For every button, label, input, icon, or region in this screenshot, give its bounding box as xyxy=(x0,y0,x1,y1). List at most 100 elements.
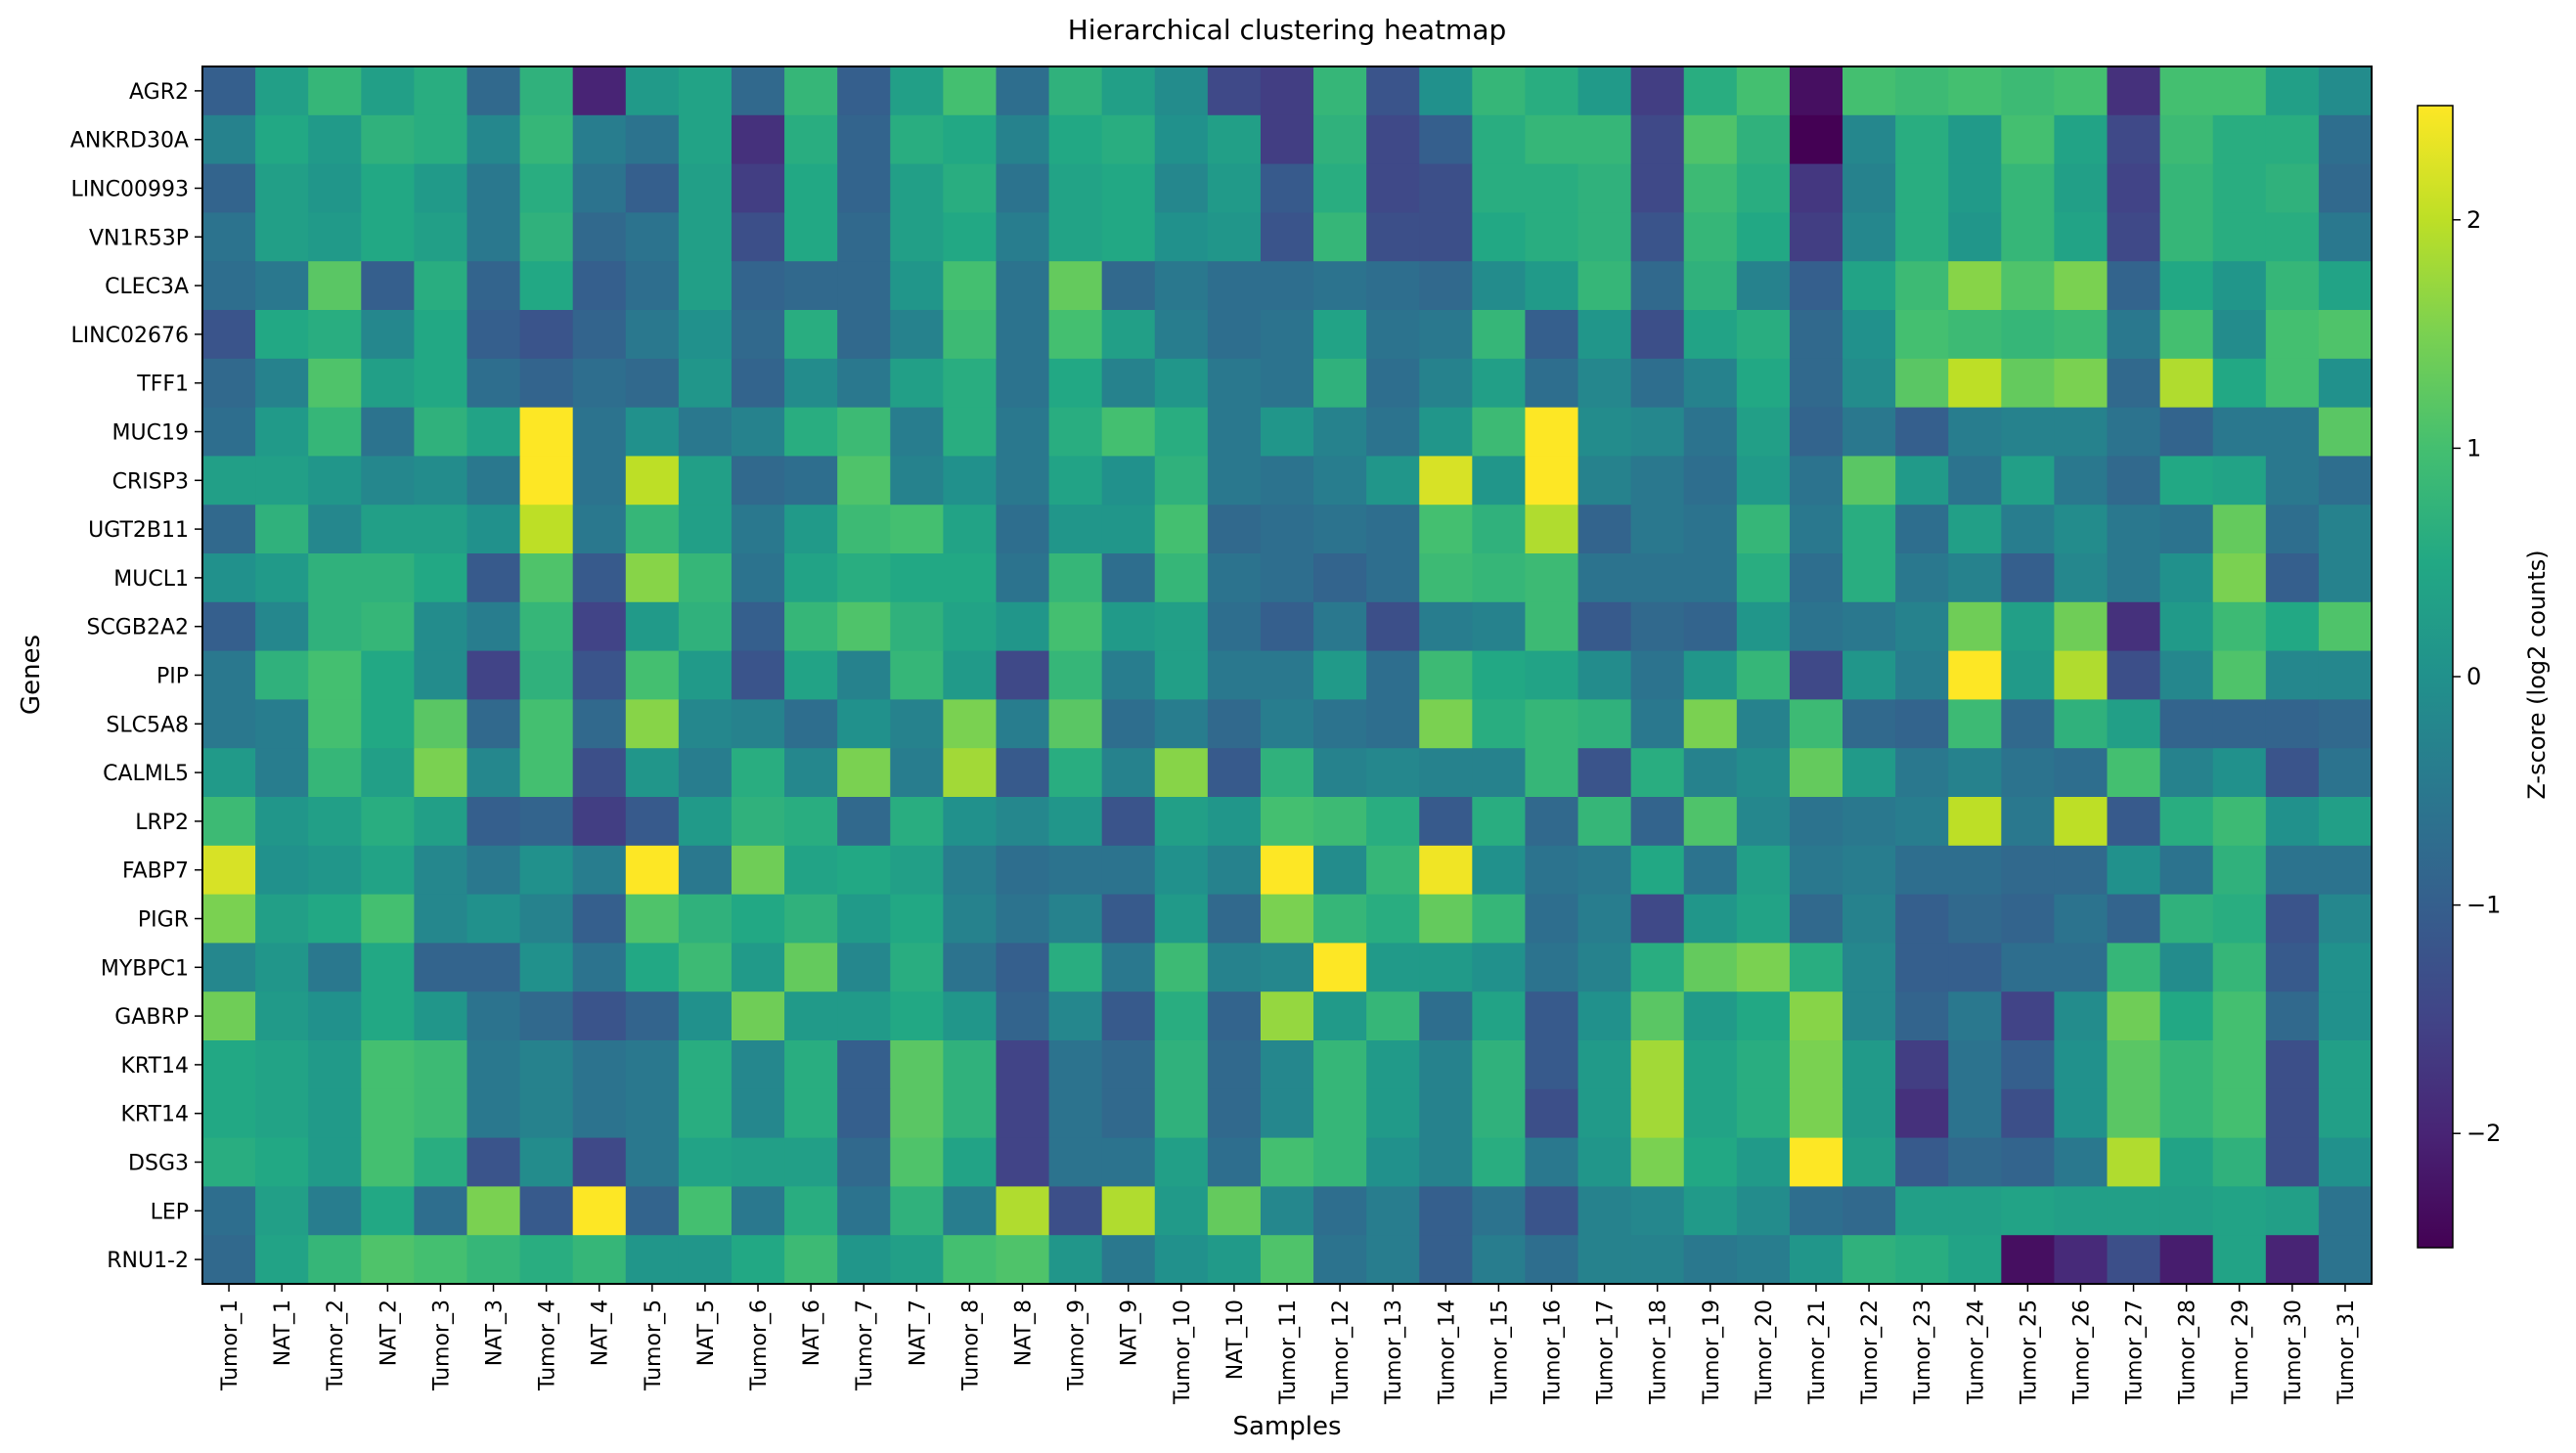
heatmap-cell xyxy=(255,748,309,798)
heatmap-cell xyxy=(2107,358,2161,409)
heatmap-cell xyxy=(1736,1186,1791,1236)
heatmap-cell xyxy=(1577,1235,1632,1285)
heatmap-cell xyxy=(2265,212,2320,262)
heatmap-cell xyxy=(2107,601,2161,652)
heatmap-cell xyxy=(1101,358,1156,409)
heatmap-cell xyxy=(1789,699,1843,749)
heatmap-cell xyxy=(1207,66,1262,116)
heatmap-cell xyxy=(1683,991,1738,1041)
heatmap-cell xyxy=(731,748,785,798)
heatmap-cell xyxy=(1525,358,1579,409)
heatmap-cell xyxy=(2001,1137,2056,1187)
heatmap-cell xyxy=(308,505,362,554)
heatmap-cell xyxy=(1048,163,1103,213)
heatmap-cell xyxy=(308,66,362,116)
heatmap-cell xyxy=(255,212,309,262)
heatmap-cell xyxy=(466,797,521,847)
y-tick-label: KRT14 xyxy=(120,1054,189,1079)
heatmap-cell xyxy=(1577,114,1632,165)
heatmap-cell xyxy=(1207,1040,1262,1090)
heatmap-cell xyxy=(943,212,998,262)
heatmap-cell xyxy=(943,1186,998,1236)
heatmap-cell xyxy=(1525,261,1579,311)
heatmap-cell xyxy=(731,407,785,457)
heatmap-cell xyxy=(466,748,521,798)
heatmap-cell xyxy=(572,407,627,457)
heatmap-cell xyxy=(1472,261,1527,311)
heatmap-cell xyxy=(1789,845,1843,896)
heatmap-cell xyxy=(1260,163,1314,213)
heatmap-cell xyxy=(1895,1137,1949,1187)
heatmap-cell xyxy=(2212,991,2267,1041)
heatmap-cell xyxy=(890,310,944,360)
heatmap-cell xyxy=(1366,310,1420,360)
heatmap-cell xyxy=(466,1040,521,1090)
heatmap-cell xyxy=(678,601,733,652)
heatmap-cell xyxy=(2318,358,2373,409)
heatmap-cell xyxy=(1630,114,1685,165)
heatmap-cell xyxy=(1207,845,1262,896)
heatmap-cell xyxy=(678,845,733,896)
heatmap-cell xyxy=(943,358,998,409)
heatmap-cell xyxy=(1577,553,1632,603)
heatmap-cell xyxy=(1207,797,1262,847)
heatmap-cell xyxy=(2107,650,2161,700)
heatmap-cell xyxy=(837,407,891,457)
heatmap-cell xyxy=(1843,1137,1896,1187)
heatmap-cell xyxy=(1843,699,1896,749)
heatmap-cell xyxy=(996,114,1050,165)
heatmap-cell xyxy=(625,894,680,944)
heatmap-cell xyxy=(784,845,838,896)
heatmap-cell xyxy=(1630,601,1685,652)
heatmap-cell xyxy=(2001,66,2056,116)
heatmap-cell xyxy=(2159,456,2214,506)
heatmap-cell xyxy=(1843,797,1896,847)
heatmap-cell xyxy=(2054,1040,2109,1090)
heatmap-cell xyxy=(1630,553,1685,603)
heatmap-cell xyxy=(2001,1235,2056,1285)
heatmap-cell xyxy=(731,797,785,847)
heatmap-cell xyxy=(678,943,733,992)
heatmap-cell xyxy=(2318,797,2373,847)
heatmap-cell xyxy=(1948,212,2002,262)
heatmap-cell xyxy=(1472,650,1527,700)
heatmap-cell xyxy=(1472,114,1527,165)
heatmap-cell xyxy=(1048,601,1103,652)
y-tick-label: CRISP3 xyxy=(112,469,189,494)
heatmap-cell xyxy=(519,1088,574,1139)
x-tick-label: NAT_8 xyxy=(1012,1299,1037,1366)
heatmap-cell xyxy=(1048,748,1103,798)
heatmap-cell xyxy=(1895,163,1949,213)
heatmap-cell xyxy=(784,991,838,1041)
heatmap-cell xyxy=(1789,797,1843,847)
heatmap-cell xyxy=(837,894,891,944)
heatmap-cell xyxy=(1366,1137,1420,1187)
heatmap-cell xyxy=(519,1137,574,1187)
heatmap-cell xyxy=(1207,310,1262,360)
heatmap-cell xyxy=(1948,894,2002,944)
heatmap-cell xyxy=(1419,358,1473,409)
x-axis-label: Samples xyxy=(1232,1412,1341,1441)
heatmap-cell xyxy=(2265,1088,2320,1139)
colorbar-label: Z-score (log2 counts) xyxy=(2523,550,2551,799)
heatmap-cell xyxy=(202,1088,256,1139)
heatmap-cell xyxy=(1154,991,1209,1041)
heatmap-cell xyxy=(308,358,362,409)
heatmap-cell xyxy=(996,553,1050,603)
heatmap-cell xyxy=(572,845,627,896)
heatmap-cell xyxy=(2265,358,2320,409)
heatmap-cell xyxy=(1419,1235,1473,1285)
heatmap-cell xyxy=(255,310,309,360)
heatmap-cell xyxy=(1683,601,1738,652)
heatmap-cell xyxy=(1419,943,1473,992)
heatmap-cell xyxy=(1154,1235,1209,1285)
heatmap-cell xyxy=(1419,456,1473,506)
y-tick-label: SLC5A8 xyxy=(106,713,189,737)
heatmap-cell xyxy=(2212,601,2267,652)
heatmap-cell xyxy=(1154,358,1209,409)
heatmap-cell xyxy=(2054,163,2109,213)
heatmap-cell xyxy=(1789,1186,1843,1236)
heatmap-cell xyxy=(1895,1186,1949,1236)
heatmap-cell xyxy=(1472,845,1527,896)
heatmap-cell xyxy=(1577,310,1632,360)
